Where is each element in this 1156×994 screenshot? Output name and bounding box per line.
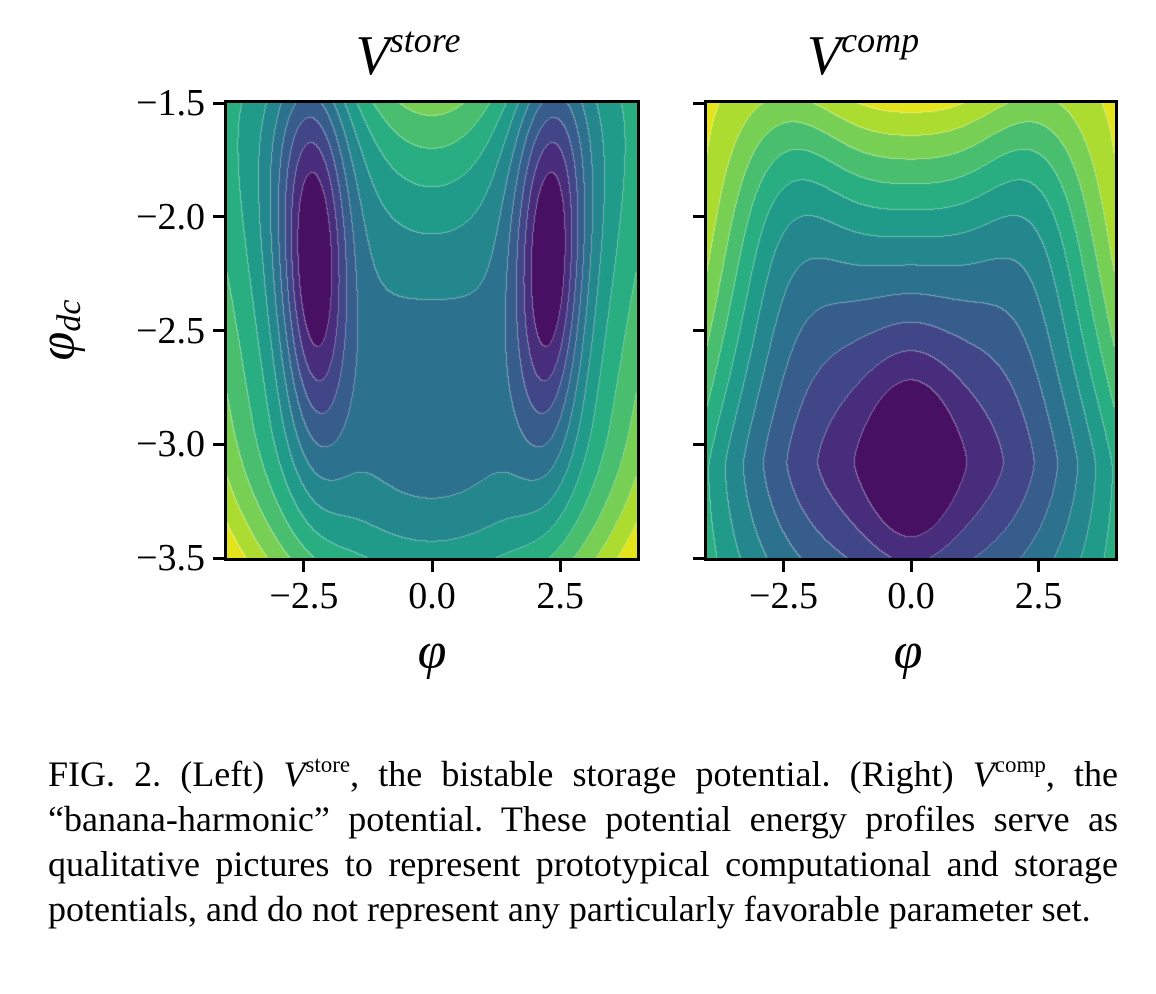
right-xaxis-label: φ: [893, 623, 923, 680]
caption-sup-store: store: [305, 751, 351, 777]
left-plot-title: Vstore: [208, 22, 608, 87]
right-plot-title: Vcomp: [663, 22, 1063, 87]
x-tick-label: 2.5: [536, 575, 584, 617]
left-xaxis-label: φ: [417, 623, 447, 680]
y-tick-mark: [693, 556, 704, 560]
x-tick-mark: [302, 561, 306, 572]
y-tick-label: −2.0: [136, 195, 205, 238]
x-tick-mark: [782, 561, 785, 572]
y-tick-mark: [693, 442, 704, 446]
right-title-base: V: [806, 25, 842, 87]
y-tick-label: −3.0: [136, 423, 205, 466]
caption-text: (Left): [161, 754, 284, 794]
caption-fig-label: FIG. 2.: [48, 754, 162, 794]
x-tick-mark: [909, 561, 913, 572]
x-tick-label: −2.5: [749, 575, 818, 617]
yaxis-label-subscript: dc: [51, 299, 89, 332]
caption-text: , the “banana-harmonic” potential. These…: [48, 754, 1119, 929]
x-tick-label: −2.5: [269, 575, 339, 617]
left-title-superscript: store: [389, 20, 461, 61]
x-tick-mark: [558, 561, 562, 572]
x-tick-mark: [1037, 561, 1040, 572]
figure-caption: FIG. 2. (Left) Vstore, the bistable stor…: [48, 752, 1118, 932]
left-contour-canvas: [227, 103, 637, 558]
left-title-base: V: [355, 25, 390, 87]
y-tick-mark: [213, 101, 224, 105]
caption-text: , the bistable storage potential. (Right…: [350, 754, 973, 794]
x-tick-label: 2.5: [1014, 575, 1063, 617]
caption-v-comp: V: [972, 754, 995, 794]
x-tick-label: 0.0: [887, 575, 935, 617]
x-tick-label: 0.0: [408, 575, 456, 617]
yaxis-label-base: φ: [29, 331, 86, 361]
y-tick-mark: [693, 215, 704, 219]
y-tick-mark: [213, 215, 224, 219]
y-tick-label: −3.5: [136, 537, 205, 579]
y-tick-mark: [213, 329, 224, 332]
yaxis-label: φdc: [26, 215, 90, 445]
x-tick-mark: [430, 561, 434, 572]
caption-sup-comp: comp: [994, 751, 1046, 777]
right-contour-plot: [704, 100, 1118, 561]
right-title-superscript: comp: [841, 20, 920, 61]
y-tick-label: −2.5: [136, 309, 205, 352]
right-contour-canvas: [707, 103, 1115, 558]
y-tick-mark: [693, 329, 704, 332]
y-tick-label: −1.5: [136, 82, 205, 124]
y-tick-mark: [693, 101, 704, 105]
caption-v-store: V: [283, 754, 306, 794]
y-tick-mark: [213, 556, 224, 560]
y-tick-mark: [213, 442, 224, 446]
left-contour-plot: [224, 100, 640, 561]
